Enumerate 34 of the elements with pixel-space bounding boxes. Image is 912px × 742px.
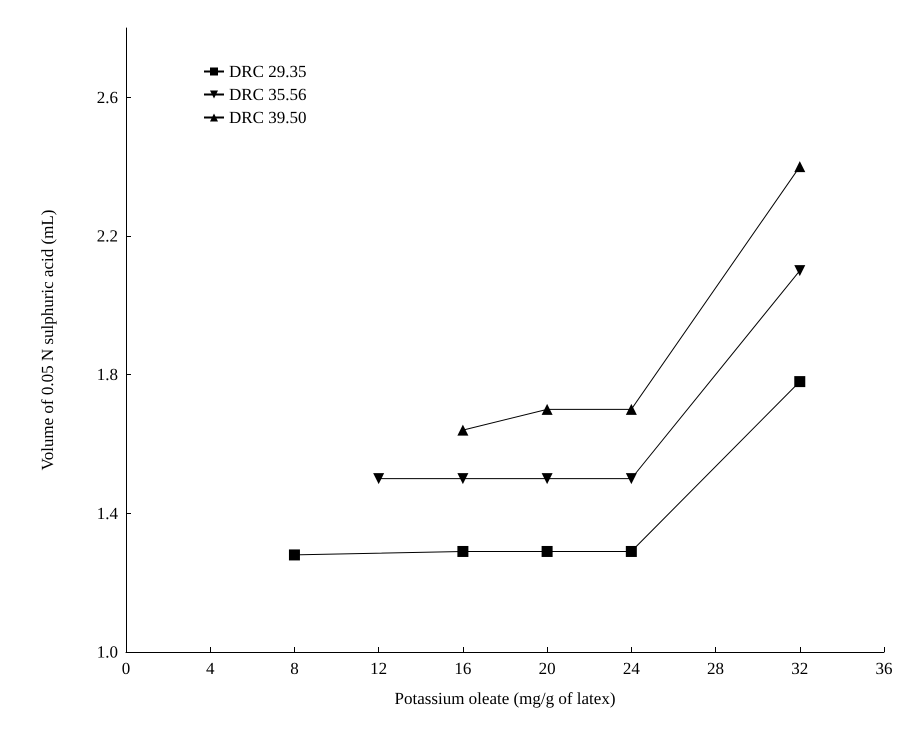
legend-label: DRC 29.35 [229,62,306,81]
x-axis-title: Potassium oleate (mg/g of latex) [394,689,616,708]
x-tick-label: 0 [122,659,130,678]
point [626,546,637,557]
y-tick-label: 2.6 [96,88,118,107]
x-tick-label: 20 [538,659,556,678]
point [457,473,468,484]
point [794,376,806,388]
x-tick-label: 32 [791,659,808,678]
x-tick-label: 16 [454,659,472,678]
point [542,546,553,557]
point [794,161,806,172]
legend-label: DRC 35.56 [229,85,306,104]
y-tick-label: 1.8 [96,365,118,384]
x-tick-label: 4 [206,659,215,678]
x-tick-label: 8 [290,659,299,678]
point [542,473,553,484]
y-tick-label: 2.2 [96,226,118,246]
y-tick-label: 1.4 [96,504,118,523]
point [626,473,637,484]
x-tick-label: 12 [370,659,388,678]
x-tick-label: 28 [707,659,724,678]
point [457,424,468,436]
x-tick-label: 24 [622,659,640,678]
point [457,546,468,557]
point [373,473,384,484]
point [288,549,300,560]
point [626,404,637,415]
x-tick-label: 36 [876,659,892,678]
point [542,404,553,415]
y-tick-label: 1.0 [96,642,118,662]
y-axis-title: Volume of 0.05 N sulphuric acid (mL) [38,210,57,470]
point [794,265,806,276]
legend-label: DRC 39.50 [229,108,306,127]
